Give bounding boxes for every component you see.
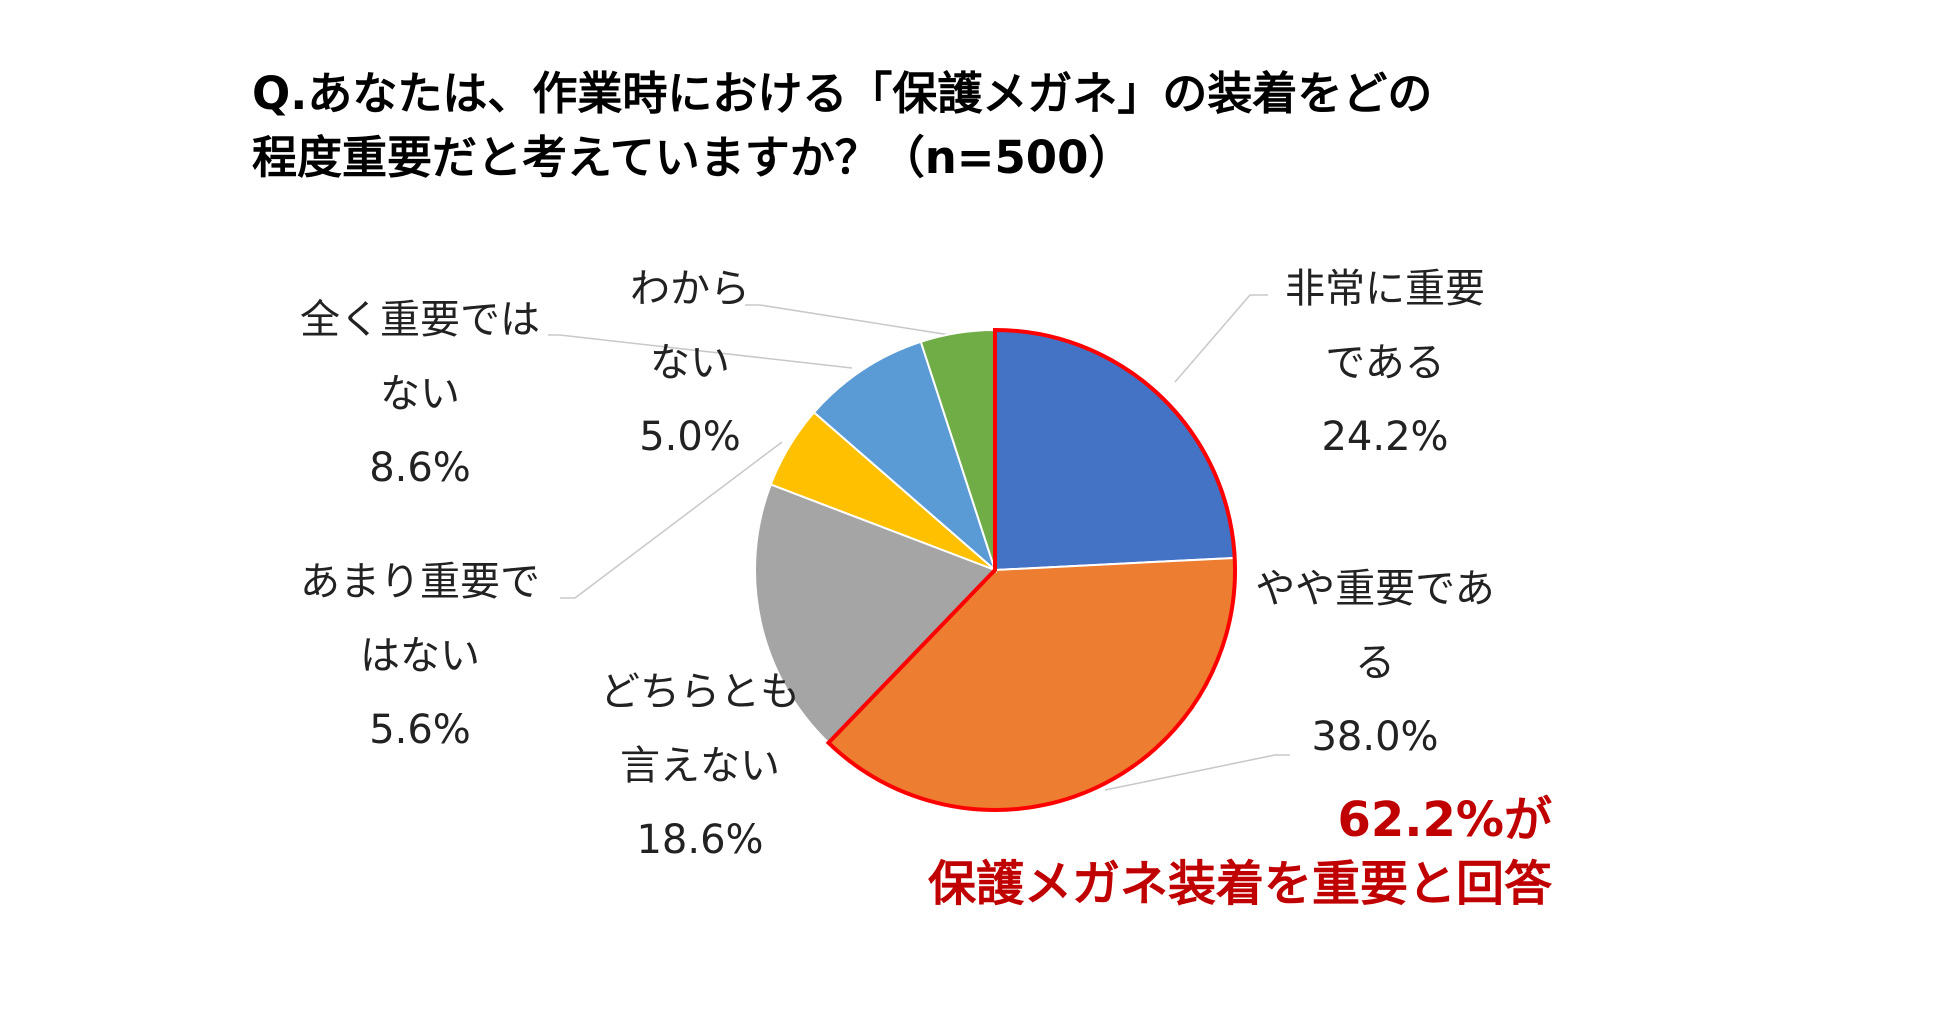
slice-label-not-very-important: あまり重要で はない 5.6% <box>285 545 555 767</box>
slice-label-somewhat-important: やや重要であ る 38.0% <box>1245 552 1505 774</box>
leader-line-not-very-important <box>560 441 783 599</box>
slice-label-somewhat-important-line-2: る <box>1355 640 1395 686</box>
slice-label-neither-line-1: どちらとも <box>600 669 800 715</box>
slice-label-very-important-line-2: である <box>1325 340 1445 386</box>
leader-line-not-at-all-important <box>548 334 853 369</box>
slice-value-dont-know: 5.0% <box>639 414 741 460</box>
slice-value-not-very-important: 5.6% <box>369 707 471 753</box>
leader-line-dont-know <box>745 304 951 336</box>
slice-label-dont-know-line-1: わから <box>630 266 750 312</box>
highlight-outline-path <box>825 327 1237 812</box>
slice-label-not-at-all-important-line-1: 全く重要では <box>300 297 540 343</box>
slice-label-not-very-important-line-1: あまり重要で <box>300 559 540 605</box>
chart-title: Q.あなたは、作業時における「保護メガネ」の装着をどの 程度重要だと考えています… <box>252 62 1752 190</box>
pie-slice-very-important <box>994 328 1236 572</box>
slice-label-dont-know: わから ない 5.0% <box>580 252 800 474</box>
pie-slice-neither <box>754 483 997 745</box>
slice-label-dont-know-line-2: ない <box>650 340 730 386</box>
highlight-outline <box>825 327 1237 812</box>
slice-label-neither-line-2: 言えない <box>620 743 780 789</box>
slice-label-neither: どちらとも 言えない 18.6% <box>565 655 835 877</box>
slice-label-not-at-all-important: 全く重要では ない 8.6% <box>285 283 555 505</box>
slice-value-neither: 18.6% <box>636 817 764 863</box>
chart-title-line-2: 程度重要だと考えていますか？（n=500） <box>252 131 1134 184</box>
callout-line-1: 62.2%が <box>1337 792 1552 848</box>
leader-line-very-important <box>1174 294 1268 383</box>
chart-title-line-1: Q.あなたは、作業時における「保護メガネ」の装着をどの <box>252 67 1433 120</box>
slice-label-not-at-all-important-line-2: ない <box>380 371 460 417</box>
slice-label-not-very-important-line-2: はない <box>360 633 480 679</box>
highlight-callout: 62.2%が 保護メガネ装着を重要と回答 <box>928 788 1552 916</box>
slice-label-very-important: 非常に重要 である 24.2% <box>1255 252 1515 474</box>
leader-lines <box>548 294 1290 791</box>
leader-line-somewhat-important <box>1104 754 1290 791</box>
slice-value-not-at-all-important: 8.6% <box>369 445 471 491</box>
slice-value-very-important: 24.2% <box>1321 414 1449 460</box>
slice-value-somewhat-important: 38.0% <box>1311 714 1439 760</box>
slice-label-very-important-line-1: 非常に重要 <box>1285 266 1485 312</box>
callout-line-2: 保護メガネ装着を重要と回答 <box>927 856 1552 912</box>
pie-slice-not-at-all-important <box>812 340 998 574</box>
slice-label-somewhat-important-line-1: やや重要であ <box>1255 566 1495 612</box>
